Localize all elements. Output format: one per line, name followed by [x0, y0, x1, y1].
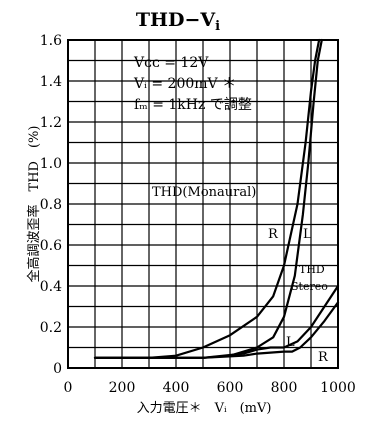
- series-group: [93, 38, 340, 359]
- y-tick-label: 0: [53, 361, 62, 377]
- y-tick-label: 1.4: [40, 74, 62, 90]
- condition-vi: Vᵢ = 200mV ＊: [133, 76, 236, 92]
- x-tick-label: 800: [271, 380, 298, 396]
- condition-fm: fₘ = 1kHz で調整: [134, 97, 252, 113]
- y-tick-label: 1.6: [40, 33, 62, 49]
- monaural-r-label: R: [268, 227, 279, 242]
- series-line: [93, 301, 340, 359]
- stereo-r-label: R: [318, 350, 329, 365]
- y-tick-label: 0.6: [40, 238, 62, 254]
- y-axis-label: 全高調波歪率 THD (%): [26, 126, 42, 283]
- chart-title-main: THD−V: [136, 9, 216, 31]
- grid: [68, 40, 338, 368]
- y-tick-label: 1.2: [40, 115, 62, 131]
- x-tick-label: 200: [109, 380, 136, 396]
- stereo-label-thd: THD: [299, 263, 325, 276]
- x-tick-label: 0: [64, 380, 73, 396]
- x-tick-label: 600: [217, 380, 244, 396]
- monaural-label: THD(Monaural): [152, 185, 256, 200]
- chart-title-sub: i: [215, 19, 220, 34]
- x-tick-label: 1000: [320, 380, 356, 396]
- x-tick-labels: 0 200 400 600 800 1000: [64, 380, 356, 396]
- x-axis-label: 入力電圧＊ Vᵢ (mV): [137, 401, 272, 416]
- chart-title: THD−Vi: [136, 9, 220, 34]
- y-tick-label: 0.2: [40, 320, 62, 336]
- stereo-l-label: L: [286, 335, 295, 350]
- series-line: [93, 38, 321, 359]
- y-tick-labels: 0 0.2 0.4 0.6 0.8 1.0 1.2 1.4 1.6: [40, 33, 62, 377]
- plot-frame: [67, 39, 339, 369]
- y-tick-label: 1.0: [40, 156, 62, 172]
- condition-vcc: Vᴄᴄ = 12V: [133, 55, 209, 71]
- monaural-l-label: L: [303, 227, 312, 242]
- y-tick-label: 0.8: [40, 197, 62, 213]
- stereo-label-stereo: Stereo: [291, 280, 328, 293]
- y-tick-label: 0.4: [40, 279, 62, 295]
- x-tick-label: 400: [163, 380, 190, 396]
